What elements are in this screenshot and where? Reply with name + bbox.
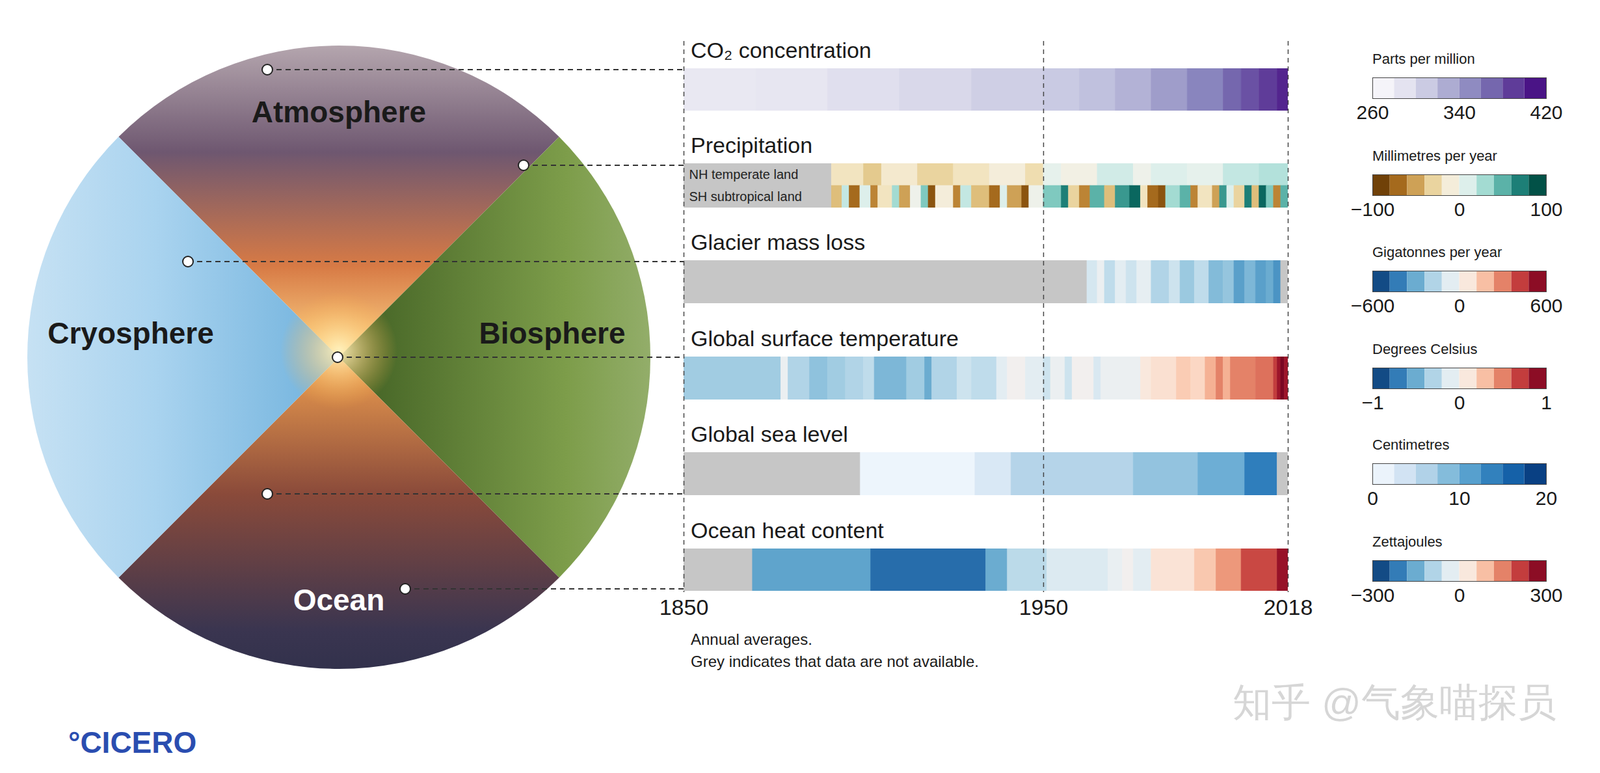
svg-text:0: 0 bbox=[1454, 294, 1466, 317]
svg-text:300: 300 bbox=[1529, 584, 1563, 606]
svg-text:−100: −100 bbox=[1350, 198, 1396, 220]
html-text:Precipitation: Precipitation bbox=[690, 132, 813, 158]
html-text:Gigatonnes per year: Gigatonnes per year bbox=[1372, 243, 1502, 261]
html-text:Global surface temperature: Global surface temperature bbox=[690, 325, 959, 351]
svg-text:°CICERO: °CICERO bbox=[68, 725, 197, 760]
svg-text:Biosphere: Biosphere bbox=[479, 316, 626, 350]
svg-text:1850: 1850 bbox=[659, 594, 709, 620]
html-text:Grey indicates that data are n: Grey indicates that data are not availab… bbox=[690, 652, 979, 670]
html-text:Millimetres per year: Millimetres per year bbox=[1372, 147, 1498, 164]
html-text:Zettajoules: Zettajoules bbox=[1372, 533, 1443, 550]
html-text:Global sea level: Global sea level bbox=[690, 421, 849, 447]
html-text:Glacier mass loss: Glacier mass loss bbox=[690, 229, 866, 255]
svg-text:Ocean: Ocean bbox=[293, 582, 386, 617]
svg-text:−1: −1 bbox=[1361, 391, 1384, 414]
svg-text:0: 0 bbox=[1454, 584, 1466, 606]
svg-text:知乎 @气象喵探员: 知乎 @气象喵探员 bbox=[1232, 680, 1557, 724]
svg-text:Atmosphere: Atmosphere bbox=[251, 94, 427, 129]
html-text:Centimetres: Centimetres bbox=[1372, 436, 1450, 453]
html-text:Parts per million: Parts per million bbox=[1372, 50, 1475, 67]
svg-text:600: 600 bbox=[1529, 294, 1563, 317]
svg-text:1: 1 bbox=[1540, 391, 1552, 414]
svg-text:0: 0 bbox=[1367, 487, 1379, 509]
svg-text:0: 0 bbox=[1454, 391, 1466, 414]
svg-text:420: 420 bbox=[1529, 101, 1563, 123]
html-text:Annual averages.: Annual averages. bbox=[690, 630, 813, 648]
html-text:CO₂ concentration: CO₂ concentration bbox=[690, 37, 872, 63]
svg-text:20: 20 bbox=[1535, 487, 1558, 509]
svg-text:100: 100 bbox=[1529, 198, 1563, 220]
svg-text:Cryosphere: Cryosphere bbox=[47, 316, 214, 350]
svg-text:340: 340 bbox=[1443, 101, 1476, 123]
html-text:Degrees Celsius: Degrees Celsius bbox=[1372, 340, 1478, 358]
html-text:Ocean heat content: Ocean heat content bbox=[690, 517, 884, 543]
svg-text:1950: 1950 bbox=[1019, 594, 1069, 620]
svg-text:260: 260 bbox=[1356, 101, 1389, 123]
svg-text:−300: −300 bbox=[1350, 584, 1396, 606]
svg-text:NH temperate land: NH temperate land bbox=[689, 167, 799, 182]
svg-text:−600: −600 bbox=[1350, 294, 1396, 317]
svg-text:0: 0 bbox=[1454, 198, 1466, 220]
svg-text:10: 10 bbox=[1448, 487, 1470, 509]
svg-text:SH subtropical land: SH subtropical land bbox=[689, 189, 802, 204]
svg-text:2018: 2018 bbox=[1263, 594, 1314, 620]
